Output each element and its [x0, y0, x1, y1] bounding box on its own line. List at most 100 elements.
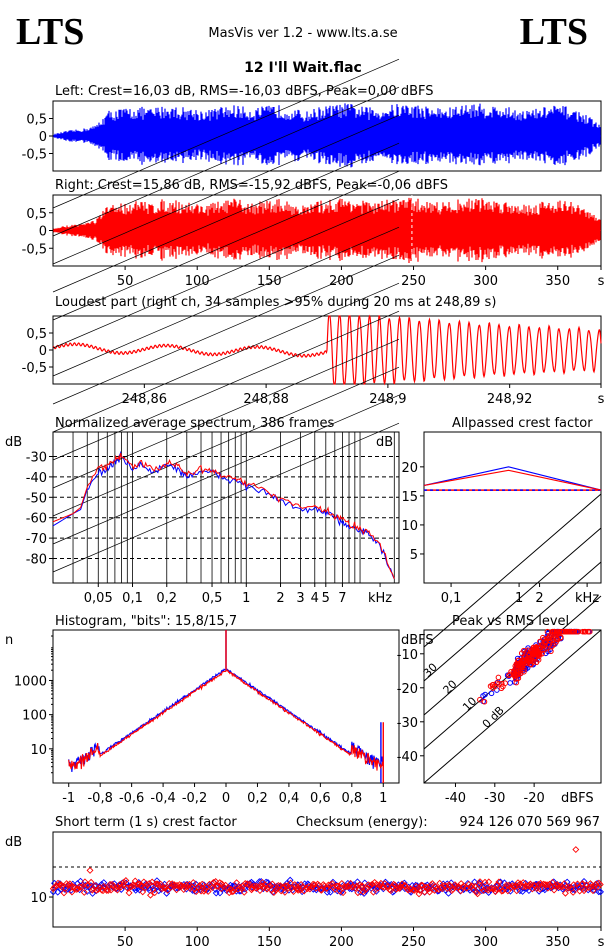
scatter-point	[524, 658, 531, 665]
y-tick-label: 20	[401, 461, 418, 476]
plot-frame	[52, 831, 602, 928]
crest-point	[151, 889, 159, 897]
y-tick-label: -0,5	[22, 361, 47, 376]
crest-point	[413, 885, 421, 893]
crest-point	[163, 889, 171, 897]
checksum-label: Checksum (energy):	[296, 815, 428, 830]
crest-point	[504, 887, 512, 895]
crest-point	[498, 887, 506, 895]
x-tick-label: 248,88	[243, 392, 289, 407]
crest-trace	[423, 466, 602, 491]
scatter-point	[515, 660, 521, 667]
scatter-point	[542, 646, 548, 653]
slope-line	[52, 282, 400, 433]
scatter-point	[557, 635, 564, 641]
crest-point	[358, 882, 366, 890]
crest-diagonal	[423, 561, 602, 716]
crest-point	[476, 878, 484, 886]
crest-point	[369, 888, 377, 896]
crest-point	[103, 886, 111, 894]
logo-right: LTS	[519, 11, 588, 53]
slope-line	[52, 366, 400, 517]
crest-point	[147, 891, 154, 899]
crest-point	[323, 884, 331, 892]
x-tick-label: 200	[329, 935, 354, 946]
x-tick-label: 300	[473, 274, 498, 289]
scatter-point	[513, 669, 520, 675]
histogram-trace	[68, 669, 384, 771]
chart-title: Allpassed crest factor	[452, 416, 593, 431]
left-waveform-chart: Left: Crest=16,03 dB, RMS=-16,03 dBFS, P…	[22, 84, 602, 172]
chart-title: Loudest part (right ch, 34 samples >95% …	[55, 295, 496, 310]
plot-frame	[423, 431, 602, 584]
scatter-point	[512, 665, 519, 672]
scatter-point	[585, 628, 591, 635]
scatter-point	[521, 658, 528, 664]
x-tick-label: -0,2	[182, 791, 207, 806]
scatter-point	[488, 690, 495, 697]
scatter-point	[481, 698, 488, 705]
crest-point	[471, 882, 479, 890]
x-tick-label: 0,4	[279, 791, 300, 806]
crest-point	[421, 888, 429, 896]
crest-point	[460, 882, 468, 890]
crest-point	[272, 886, 280, 894]
x-tick-label: 0,2	[156, 591, 177, 606]
scatter-point	[575, 628, 582, 635]
x-tick-label: 100	[185, 935, 210, 946]
crest-point	[333, 882, 341, 890]
spectrum-trace	[52, 453, 395, 580]
crest-point	[368, 880, 376, 888]
y-tick-label: 10	[401, 519, 418, 534]
crest-point	[204, 888, 212, 895]
x-tick-label: 100	[185, 274, 210, 289]
crest-point	[541, 886, 549, 894]
y-axis-label: dB	[5, 835, 22, 850]
crest-point	[595, 888, 603, 896]
crest-point	[384, 882, 392, 890]
x-tick-label: 248,86	[122, 392, 168, 407]
crest-point	[305, 883, 313, 891]
y-tick-label: -20	[397, 682, 418, 697]
crest-point	[230, 887, 237, 895]
slope-line	[52, 114, 400, 265]
x-tick-label: 2	[535, 591, 543, 606]
scatter-point	[495, 674, 502, 681]
plot-frame	[52, 431, 400, 584]
crest-point	[318, 886, 325, 894]
scatter-point	[521, 669, 527, 675]
crest-point	[306, 885, 314, 893]
y-tick-label: -40	[26, 471, 47, 486]
chart-title: Normalized average spectrum, 386 frames	[55, 416, 334, 431]
peak-vs-rms-chart: Peak vs RMS level -10 -20 -30 -40 -40 -30 -20 dB…	[397, 493, 602, 806]
crest-point	[255, 878, 263, 886]
crest-point	[68, 888, 76, 896]
scatter-point	[490, 681, 496, 688]
x-tick-label: 1	[242, 591, 250, 606]
short-term-crest-chart: Short term (1 s) crest factor 10 50 100 150 2…	[5, 815, 605, 946]
crest-diagonal	[423, 527, 602, 682]
crest-point	[576, 887, 584, 895]
y-tick-label: 10	[30, 743, 47, 758]
crest-point	[66, 880, 74, 888]
crest-point	[117, 883, 125, 891]
y-tick-label: 5	[410, 548, 418, 563]
x-tick-label: kHz	[575, 591, 599, 606]
x-tick-label: 250	[401, 274, 426, 289]
crest-point	[100, 879, 108, 887]
x-tick-label: 50	[117, 274, 134, 289]
x-tick-label: kHz	[368, 591, 392, 606]
x-tick-label: 0,1	[441, 591, 462, 606]
x-tick-label: s	[598, 274, 605, 289]
slope-line	[52, 142, 400, 293]
checksum-value: 924 126 070 569 967	[459, 815, 600, 830]
x-tick-label: 0,6	[310, 791, 331, 806]
slope-line	[52, 170, 400, 321]
crest-point	[495, 878, 503, 886]
crest-point	[531, 882, 539, 890]
loudest-part-chart: Loudest part (right ch, 34 samples >95% …	[22, 295, 605, 407]
diagonal-label: 20	[441, 678, 460, 697]
crest-point	[86, 866, 94, 874]
scatter-point	[548, 648, 554, 655]
